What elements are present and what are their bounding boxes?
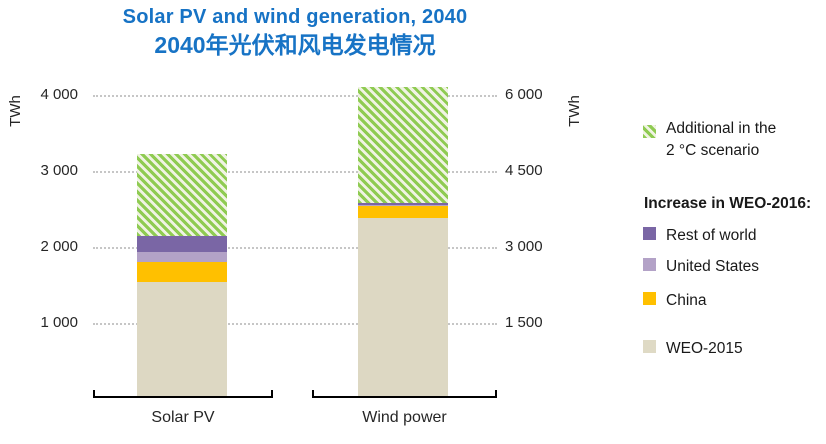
bar-segment-additional-in-the-2-c-scenario <box>358 86 448 203</box>
right-axis-unit-label: TWh <box>566 95 583 127</box>
wind-power-axis-bracket <box>312 390 497 398</box>
chart-title-chinese: 2040年光伏和风电发电情况 <box>154 32 436 58</box>
united-states-label: United States <box>666 258 760 275</box>
category-label-solar-pv: Solar PV <box>151 409 215 426</box>
china-label: China <box>666 292 707 309</box>
legend-heading-increase-weo2016: Increase in WEO-2016: <box>644 195 812 212</box>
gridline <box>93 247 497 249</box>
bar-segment-united-states <box>137 252 227 263</box>
bar-segment-weo-2015 <box>137 281 227 397</box>
right-axis-tick-label: 4 500 <box>505 162 543 179</box>
left-axis-tick-label: 3 000 <box>40 162 78 179</box>
weo-2015-label: WEO-2015 <box>666 340 743 357</box>
united-states-swatch <box>643 258 656 271</box>
bar-segment-rest-of-world <box>358 202 448 205</box>
gridline <box>93 323 497 325</box>
bar-segment-additional-in-the-2-c-scenario <box>137 154 227 237</box>
china-swatch <box>643 292 656 305</box>
additional-2c-scenario-swatch <box>643 125 656 138</box>
rest-of-world-swatch <box>643 227 656 240</box>
bar-segment-china <box>358 205 448 219</box>
left-axis-tick-label: 4 000 <box>40 86 78 103</box>
additional-label-line2: 2 °C scenario <box>666 142 760 160</box>
left-axis-tick-label: 1 000 <box>40 314 78 331</box>
right-axis-tick-label: 6 000 <box>505 86 543 103</box>
bar-segment-china <box>137 262 227 282</box>
left-axis-tick-label: 2 000 <box>40 238 78 255</box>
additional-label-line1: Additional in the <box>666 120 777 137</box>
gridline <box>93 171 497 173</box>
rest-of-world-label: Rest of world <box>666 227 757 244</box>
chart-title-block: Solar PV and wind generation, 2040 2040年… <box>60 6 530 58</box>
bar-segment-rest-of-world <box>137 236 227 253</box>
bar-segment-weo-2015 <box>358 218 448 397</box>
gridline <box>93 95 497 97</box>
additional-2c-scenario-label: Additional in the 2 °C scenario <box>666 118 826 163</box>
weo-2015-swatch <box>643 340 656 353</box>
solar-pv-axis-bracket <box>93 390 273 398</box>
bar-segment-united-states <box>358 204 448 206</box>
chart-title-english: Solar PV and wind generation, 2040 <box>122 6 468 28</box>
right-axis-tick-label: 1 500 <box>505 314 543 331</box>
category-label-wind-power: Wind power <box>362 409 447 426</box>
right-axis-tick-label: 3 000 <box>505 238 543 255</box>
